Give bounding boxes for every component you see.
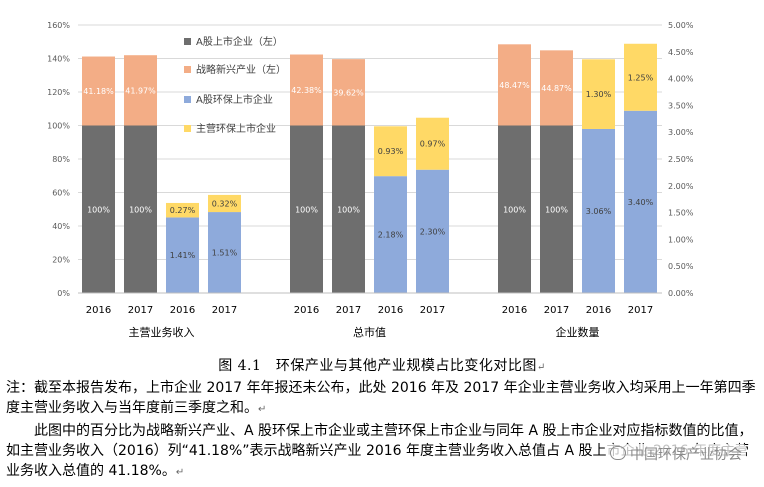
legend-label: 战略新兴产业（左）	[196, 63, 286, 76]
bar-strategic-emerging	[540, 50, 573, 126]
legend-label: A股上市企业（左）	[196, 35, 283, 48]
bar-main-env	[582, 59, 615, 129]
y-left-tick-label: 40%	[52, 222, 70, 231]
y-right-tick-label: 0.50%	[668, 262, 694, 271]
data-label: 0.97%	[420, 140, 446, 149]
x-tick-label: 2017	[128, 305, 153, 316]
data-label: 3.40%	[628, 198, 654, 207]
bar-main-env	[374, 126, 407, 177]
data-label: 100%	[545, 205, 568, 214]
y-right-tick-label: 2.50%	[668, 155, 694, 164]
y-right-tick-label: 1.00%	[668, 235, 694, 244]
data-label: 3.06%	[586, 207, 612, 216]
bar-a-share-env	[374, 176, 407, 293]
x-tick-label: 2017	[544, 305, 569, 316]
y-right-tick-label: 3.50%	[668, 101, 694, 110]
y-right-tick-label: 0.00%	[668, 289, 694, 298]
bar-main-env	[166, 202, 199, 218]
data-label: 1.41%	[170, 251, 196, 260]
y-left-tick-label: 100%	[47, 122, 70, 131]
data-label: 41.97%	[125, 86, 156, 95]
y-right-tick-label: 3.00%	[668, 128, 694, 137]
watermark: 中国环保产业协会	[606, 444, 746, 464]
bar-strategic-emerging	[124, 55, 157, 126]
figure-caption: 图 4.1 环保产业与其他产业规模占比变化对比图↵	[218, 358, 546, 374]
bar-a-share-env	[416, 169, 449, 293]
note-paragraph: 注：截至本报告发布，上市企业 2017 年年报还未公布，此处 2016 年及 2…	[6, 380, 756, 416]
x-tick-label: 2016	[502, 305, 527, 316]
data-label: 1.30%	[586, 90, 612, 99]
x-group-label: 企业数量	[556, 325, 600, 339]
y-right-tick-label: 5.00%	[668, 21, 694, 30]
bar-a-share-env	[166, 217, 199, 293]
y-right-tick-label: 2.00%	[668, 182, 694, 191]
bar-strategic-emerging	[332, 59, 365, 126]
bar-main-env	[208, 194, 241, 213]
y-right-tick-label: 1.50%	[668, 209, 694, 218]
data-label: 44.87%	[541, 84, 572, 93]
legend-swatch	[184, 38, 191, 45]
bar-main-env	[624, 43, 657, 111]
data-label: 1.25%	[628, 73, 654, 82]
bar-a-share-listed	[332, 125, 365, 293]
data-label: 1.51%	[212, 249, 238, 258]
x-tick-label: 2016	[378, 305, 403, 316]
data-label: 39.62%	[333, 88, 364, 97]
y-left-tick-label: 80%	[52, 155, 70, 164]
bar-a-share-env	[582, 128, 615, 293]
data-label: 100%	[337, 205, 360, 214]
legend-label: 主营环保上市企业	[196, 122, 276, 135]
data-label: 100%	[87, 205, 110, 214]
bar-main-env	[416, 117, 449, 170]
wechat-icon	[610, 446, 626, 460]
bar-a-share-env	[208, 212, 241, 293]
x-tick-label: 2017	[420, 305, 445, 316]
bar-a-share-listed	[124, 125, 157, 293]
legend-swatch	[184, 96, 191, 103]
data-label: 2.18%	[378, 231, 404, 240]
x-tick-label: 2017	[212, 305, 237, 316]
y-left-tick-label: 140%	[47, 55, 70, 64]
legend-label: A股环保上市企业	[196, 93, 273, 106]
x-tick-label: 2016	[586, 305, 611, 316]
x-tick-label: 2016	[170, 305, 195, 316]
explanation-paragraph: 此图中的百分比为战略新兴产业、A 股环保上市企业或主营环保上市企业与同年 A 股…	[6, 423, 753, 479]
data-label: 100%	[129, 205, 152, 214]
y-left-tick-label: 20%	[52, 256, 70, 265]
data-label: 42.38%	[291, 86, 322, 95]
data-label: 48.47%	[499, 81, 530, 90]
y-left-tick-label: 0%	[57, 289, 70, 298]
data-label: 0.32%	[212, 199, 238, 208]
bar-strategic-emerging	[82, 56, 115, 126]
chart: 0% 20% 40% 60% 80% 100% 120% 140% 160% 0.00% 0.50%…	[47, 21, 694, 339]
data-label: 41.18%	[83, 87, 114, 96]
bar-strategic-emerging	[498, 44, 531, 126]
x-group-label: 总市值	[353, 325, 386, 339]
data-label: 0.27%	[170, 206, 196, 215]
bar-a-share-env	[624, 110, 657, 293]
data-label: 2.30%	[420, 227, 446, 236]
legend-swatch	[184, 125, 191, 132]
legend-swatch	[184, 66, 191, 73]
x-group-label: 主营业务收入	[129, 325, 195, 339]
data-label: 100%	[295, 205, 318, 214]
x-tick-label: 2016	[294, 305, 319, 316]
data-label: 0.93%	[378, 147, 404, 156]
bar-strategic-emerging	[290, 54, 323, 126]
y-right-tick-label: 4.50%	[668, 48, 694, 57]
bar-a-share-listed	[290, 125, 323, 293]
y-left-tick-label: 60%	[52, 189, 70, 198]
bar-a-share-listed	[82, 125, 115, 293]
x-tick-label: 2016	[86, 305, 111, 316]
data-label: 100%	[503, 205, 526, 214]
x-tick-label: 2017	[336, 305, 361, 316]
y-left-tick-label: 160%	[47, 21, 70, 30]
bar-a-share-listed	[540, 125, 573, 293]
y-right-tick-label: 4.00%	[668, 75, 694, 84]
y-left-tick-label: 120%	[47, 88, 70, 97]
x-tick-label: 2017	[628, 305, 653, 316]
bar-a-share-listed	[498, 125, 531, 293]
